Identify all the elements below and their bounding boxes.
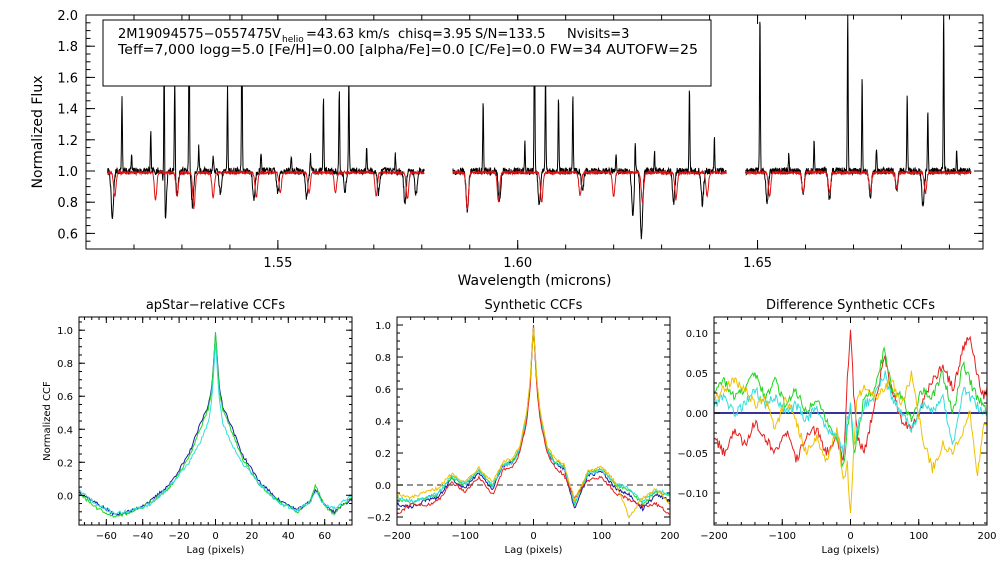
- apstar-xtick-label: −20: [169, 531, 190, 542]
- synthetic-xtick-label: 200: [660, 531, 679, 542]
- apstar-ytick-label: 0.4: [57, 425, 73, 436]
- spectrum-model-chip-1: [107, 169, 425, 210]
- apstar-xtick-label: −40: [132, 531, 153, 542]
- difference-xlabel: Lag (pixels): [822, 545, 880, 556]
- difference-ccf-panel: −200 −100 0 100 200 −0.10 −0.05 0.00 0.05 0.10 Dif…: [677, 298, 996, 556]
- synthetic-xlabel: Lag (pixels): [505, 545, 563, 556]
- difference-xtick-label: 0: [847, 531, 853, 542]
- synthetic-ytick-label: 0.2: [375, 449, 391, 460]
- synthetic-ytick-label: 0.6: [375, 385, 391, 396]
- chisq-value: chisq=3.95: [398, 27, 472, 42]
- apstar-xtick-label: 0: [212, 531, 218, 542]
- apstar-series-visit-2: [78, 332, 353, 518]
- apstar-title: apStar−relative CCFs: [146, 298, 286, 313]
- spectrum-xtick-label: 1.55: [263, 256, 292, 271]
- apstar-data-layer: [78, 332, 353, 518]
- synthetic-xtick-label: 100: [592, 531, 611, 542]
- apstar-series-visit-3: [78, 341, 353, 516]
- synthetic-xtick-label: −100: [452, 531, 479, 542]
- difference-xtick-label: −200: [700, 531, 727, 542]
- synthetic-ytick-label: 0.0: [375, 481, 391, 492]
- spectrum-xtick-label: 1.60: [503, 256, 532, 271]
- synthetic-ytick-label: 0.8: [375, 353, 391, 364]
- difference-xtick-label: −100: [769, 531, 796, 542]
- spectrum-ytick-label: 0.8: [57, 196, 78, 211]
- spectrum-ytick-label: 1.8: [57, 40, 78, 55]
- synthetic-series-red: [396, 324, 671, 515]
- star-id: 2M19094575−0557475: [118, 27, 272, 42]
- apstar-ytick-label: 0.0: [57, 491, 73, 502]
- synthetic-ytick-label: 0.4: [375, 417, 391, 428]
- difference-xtick-label: 100: [909, 531, 928, 542]
- spectrum-ytick-label: 1.6: [57, 71, 78, 86]
- apstar-axes: −60 −40 −20 0 20 40 60 0.0 0.2 0.4 0.6 0.8 1.0 apStar…: [42, 298, 353, 556]
- difference-xtick-label: 200: [977, 531, 996, 542]
- synthetic-axes: −200 −100 0 100 200 −0.2 0.0 0.2 0.4 0.6 0.8 1.0 Syn…: [367, 298, 680, 556]
- apstar-xtick-label: 40: [282, 531, 295, 542]
- synthetic-ytick-label: −0.2: [367, 513, 391, 524]
- apstar-xtick-label: 20: [246, 531, 259, 542]
- vhelio-subscript: helio: [282, 35, 304, 45]
- difference-ytick-label: 0.05: [686, 369, 708, 380]
- apstar-ytick-label: 1.0: [57, 326, 73, 337]
- synthetic-series-yellow: [396, 327, 671, 519]
- difference-series-red: [713, 329, 988, 463]
- spectrum-panel: 1.55 1.60 1.65 0.6 0.8 1.0 1.2 1.4 1.6 1.8 2.0 Wave…: [30, 9, 984, 289]
- spectrum-ytick-label: 1.4: [57, 103, 78, 118]
- snr-value: S/N=133.5: [475, 27, 545, 42]
- spectrum-xlabel: Wavelength (microns): [458, 273, 612, 289]
- spectrum-ytick-label: 0.6: [57, 227, 78, 242]
- difference-axes: −200 −100 0 100 200 −0.10 −0.05 0.00 0.05 0.10 Dif…: [677, 298, 996, 556]
- synthetic-data-layer: [396, 324, 671, 519]
- spectrum-xtick-label: 1.65: [743, 256, 772, 271]
- difference-ytick-label: −0.05: [677, 449, 708, 460]
- spectrum-observed-chip-3: [745, 14, 972, 207]
- difference-ytick-label: 0.00: [686, 409, 708, 420]
- spectrum-ytick-label: 2.0: [57, 9, 78, 24]
- apstar-xtick-label: 60: [318, 531, 331, 542]
- spectrum-ytick-label: 1.2: [57, 134, 78, 149]
- difference-data-layer: [713, 329, 988, 513]
- synthetic-title: Synthetic CCFs: [485, 298, 583, 313]
- synthetic-xtick-label: 0: [530, 531, 536, 542]
- vhelio-label: V: [272, 27, 281, 42]
- spectrum-axes: 1.55 1.60 1.65 0.6 0.8 1.0 1.2 1.4 1.6 1.8 2.0 Wave…: [30, 9, 984, 289]
- info-box: [102, 19, 712, 87]
- difference-title: Difference Synthetic CCFs: [766, 298, 935, 313]
- spectrum-data-layer: [107, 14, 972, 240]
- synthetic-ccf-panel: −200 −100 0 100 200 −0.2 0.0 0.2 0.4 0.6 0.8 1.0 Syn…: [367, 298, 680, 556]
- apstar-xtick-label: −60: [96, 531, 117, 542]
- difference-series-yellow: [713, 370, 988, 513]
- difference-ytick-label: 0.10: [686, 329, 708, 340]
- spectrum-model-chip-3: [745, 169, 972, 198]
- spectrum-ylabel: Normalized Flux: [30, 76, 46, 189]
- vhelio-value: =43.63 km/s: [306, 27, 390, 42]
- synthetic-xtick-label: −200: [383, 531, 410, 542]
- spectrum-ytick-label: 1.0: [57, 165, 78, 180]
- synthetic-ytick-label: 1.0: [375, 321, 391, 332]
- apstar-ytick-label: 0.8: [57, 359, 73, 370]
- spectrum-model-chip-2: [452, 169, 727, 210]
- nvisits-value: Nvisits=3: [567, 27, 629, 42]
- difference-ytick-label: −0.10: [677, 489, 708, 500]
- apstar-ylabel: Normalized CCF: [42, 381, 53, 461]
- apstar-xlabel: Lag (pixels): [187, 545, 245, 556]
- apstar-ytick-label: 0.6: [57, 392, 73, 403]
- apstar-ccf-panel: −60 −40 −20 0 20 40 60 0.0 0.2 0.4 0.6 0.8 1.0 apStar…: [42, 298, 353, 556]
- apstar-ytick-label: 0.2: [57, 458, 73, 469]
- model-parameters: Teff=7,000 logg=5.0 [Fe/H]=0.00 [alpha/F…: [117, 43, 698, 58]
